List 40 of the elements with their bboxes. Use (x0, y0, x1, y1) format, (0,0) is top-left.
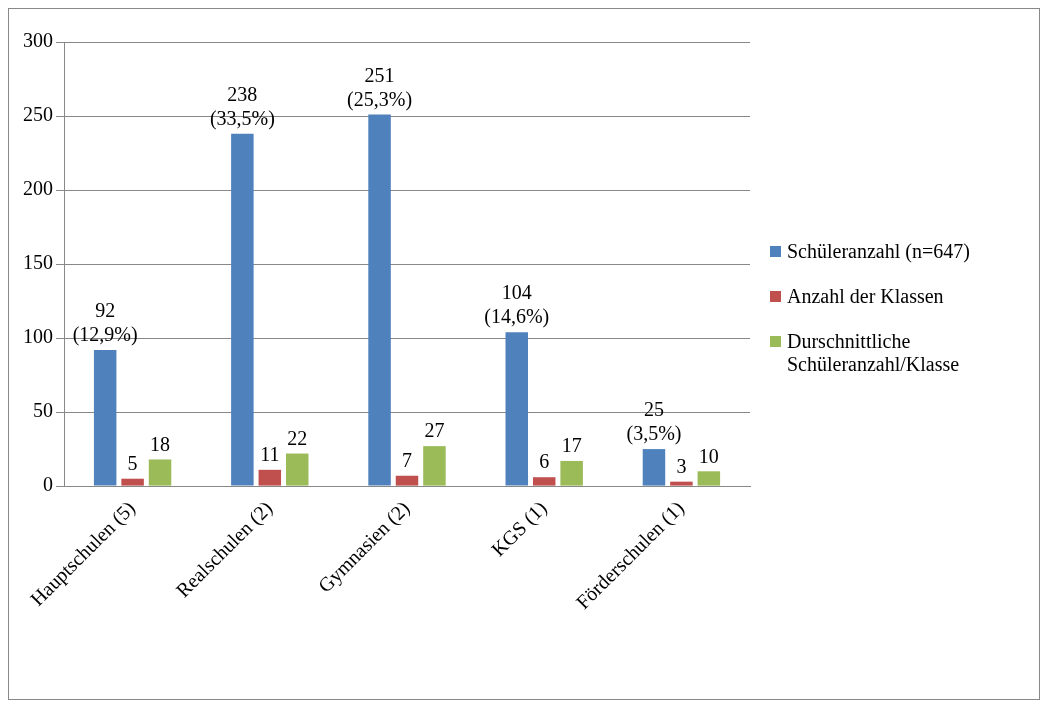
bar (148, 459, 172, 486)
y-tick-label: 50 (33, 399, 53, 422)
data-label: 10 (698, 444, 719, 467)
bar (258, 469, 282, 486)
data-label: 3 (676, 454, 687, 477)
bar (395, 475, 419, 486)
bar (423, 446, 446, 486)
data-label: 27 (424, 419, 445, 442)
bar (670, 481, 693, 486)
bar (642, 449, 666, 486)
bar (532, 477, 556, 486)
legend-label: Anzahl der Klassen (787, 285, 944, 308)
bar (697, 471, 721, 486)
data-label: 5 (127, 451, 138, 474)
data-label: 25 (3,5%) (626, 398, 682, 446)
y-tick-label: 150 (23, 251, 53, 274)
legend-label: Schüleranzahl (n=647) (787, 240, 970, 263)
bar (560, 460, 583, 486)
bar (368, 114, 391, 486)
data-label: 92 (12,9%) (72, 299, 138, 347)
bar (285, 453, 309, 486)
bar (231, 133, 254, 486)
y-tick-label: 0 (43, 473, 53, 496)
y-tick-label: 100 (23, 325, 53, 348)
data-label: 7 (402, 448, 412, 471)
data-label: 104 (14,6%) (484, 281, 550, 329)
y-tick-label: 300 (23, 29, 53, 52)
bar (505, 332, 529, 486)
data-label: 251 (25,3%) (347, 63, 413, 111)
data-label: 238 (33,5%) (209, 83, 275, 131)
y-tick-label: 200 (23, 177, 53, 200)
data-label: 6 (539, 450, 550, 473)
legend-label: Durschnittliche Schüleranzahl/Klasse (787, 330, 961, 376)
data-label: 22 (287, 426, 308, 449)
data-label: 18 (150, 432, 171, 455)
y-tick-label: 250 (23, 103, 53, 126)
bar (121, 478, 144, 486)
data-label: 17 (561, 434, 582, 457)
bar (93, 349, 117, 486)
data-label: 11 (260, 443, 280, 466)
